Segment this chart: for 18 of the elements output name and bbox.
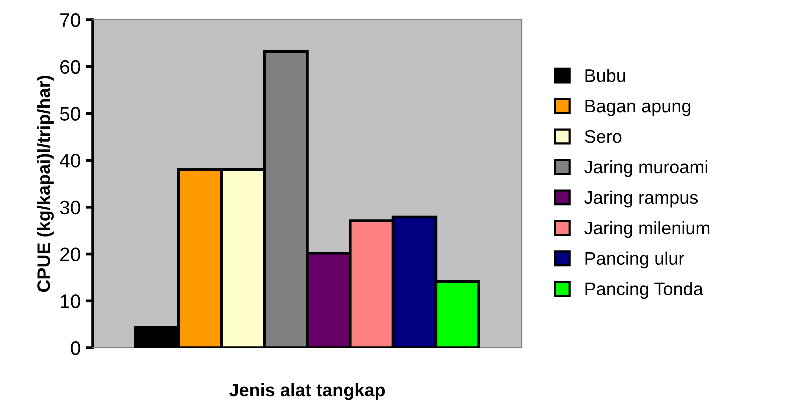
legend-label: Pancing ulur	[586, 252, 684, 269]
legend-label: Bagan apung	[586, 100, 691, 116]
legend-label: Jaring rampus	[584, 190, 698, 208]
legend-label: Bubu	[586, 68, 626, 82]
y-tick-label: 30	[60, 200, 80, 215]
legend-label: Sero	[585, 130, 622, 144]
y-tick-label: 10	[61, 294, 80, 308]
legend-label: Jaring muroami	[584, 160, 708, 178]
y-tick-label: 0	[71, 341, 80, 356]
legend-label: Pancing Tonda	[586, 282, 704, 300]
y-tick-label: 40	[60, 154, 80, 168]
y-tick-label: 60	[60, 60, 80, 74]
x-axis-title: Jenis alat tangkap	[230, 383, 386, 400]
y-tick-label: 70	[60, 13, 80, 28]
y-axis-title: CPUE (kg/kapai)l/trip/har)	[37, 76, 54, 292]
y-tick-label: 20	[60, 248, 80, 262]
y-tick-label: 50	[60, 107, 80, 121]
legend-label: Jaring milenium	[584, 221, 710, 238]
